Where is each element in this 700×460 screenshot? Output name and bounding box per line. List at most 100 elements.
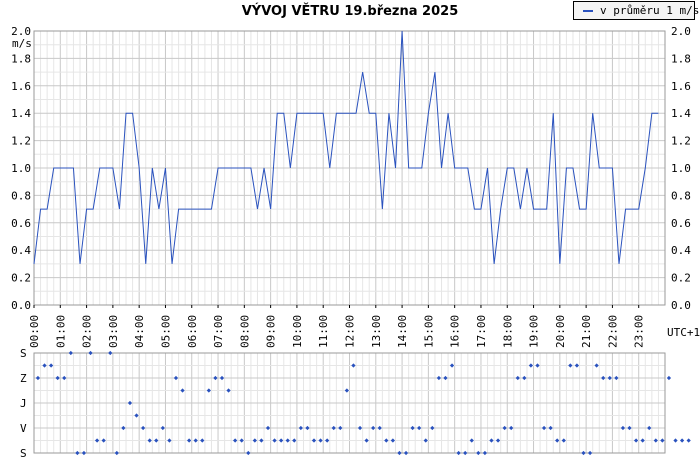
direction-point: [476, 450, 481, 456]
direction-point: [259, 438, 264, 443]
direction-point: [515, 375, 520, 381]
y-tick-label-right: 0.4: [671, 244, 691, 257]
speed-y-tick-labels: 0.0 0.2 0.4 0.6 0.8 1.0 1.2 1.4 1.6 1.8 2.0: [11, 25, 31, 312]
direction-point: [121, 425, 126, 431]
y-tick-label-right: 1.6: [671, 80, 691, 93]
direction-point: [535, 363, 540, 368]
direction-point: [252, 438, 257, 443]
direction-point: [147, 438, 152, 443]
direction-point: [469, 438, 474, 443]
direction-point: [81, 450, 87, 456]
y-tick-label-right: 0.0: [671, 299, 691, 312]
direction-point: [502, 425, 507, 431]
direction-point: [561, 438, 566, 443]
direction-point: [390, 438, 396, 443]
direction-point: [443, 375, 448, 381]
x-tick-label: 14:00: [396, 315, 409, 348]
direction-tick-label: S: [20, 447, 27, 460]
direction-point: [489, 438, 494, 443]
direction-point: [68, 350, 73, 356]
direction-point: [653, 438, 658, 443]
direction-point: [127, 400, 133, 406]
direction-tick-label: S: [20, 347, 27, 360]
direction-point: [114, 450, 119, 456]
x-tick-label: 23:00: [633, 315, 646, 348]
direction-point: [265, 425, 271, 431]
direction-point: [541, 425, 547, 431]
direction-point: [213, 375, 218, 381]
direction-point: [311, 438, 317, 443]
x-tick-label: 19:00: [528, 315, 541, 348]
x-tick-label: 13:00: [370, 315, 383, 348]
direction-point: [673, 438, 678, 443]
direction-point: [686, 438, 691, 443]
direction-point: [574, 363, 580, 368]
direction-point: [449, 363, 455, 368]
direction-point: [206, 388, 211, 393]
x-tick-label: 04:00: [133, 315, 146, 348]
direction-point: [647, 425, 652, 431]
x-tick-label: 02:00: [81, 315, 94, 348]
y-tick-label: 1.0: [11, 162, 31, 175]
direction-point: [627, 425, 632, 431]
y-tick-label-right: 1.4: [671, 107, 691, 120]
direction-point: [456, 450, 461, 456]
direction-point: [55, 375, 60, 381]
direction-tick-label: Z: [20, 372, 27, 385]
x-tick-label: 10:00: [291, 315, 304, 348]
speed-y-tick-labels-right: 0.0 0.2 0.4 0.6 0.8 1.0 1.2 1.4 1.6 1.8 2.0: [671, 25, 691, 312]
x-tick-label: 06:00: [186, 315, 199, 348]
x-tick-label: 16:00: [449, 315, 462, 348]
direction-point: [614, 375, 619, 381]
direction-point: [423, 438, 428, 443]
direction-point: [331, 425, 336, 431]
x-tick-label: 18:00: [501, 315, 514, 348]
direction-point: [75, 450, 80, 456]
y-tick-label-right: 1.0: [671, 162, 691, 175]
direction-point: [167, 438, 172, 443]
y-tick-label: 1.2: [11, 135, 31, 148]
direction-point: [403, 450, 409, 456]
direction-point: [660, 438, 665, 443]
direction-point: [233, 438, 238, 443]
direction-point: [594, 363, 599, 368]
direction-point: [160, 425, 165, 431]
direction-point: [108, 350, 113, 356]
speed-series-line: [33, 30, 659, 264]
direction-point: [522, 375, 527, 381]
direction-point: [377, 425, 382, 431]
direction-tick-label: J: [20, 397, 27, 410]
direction-point: [285, 438, 290, 443]
y-tick-label: 0.8: [11, 189, 31, 202]
direction-point: [555, 438, 560, 443]
x-tick-label: 22:00: [606, 315, 619, 348]
x-tick-label: 00:00: [28, 315, 41, 348]
direction-point: [587, 450, 593, 456]
direction-point: [134, 413, 139, 418]
direction-point: [226, 388, 231, 393]
direction-point: [338, 425, 343, 431]
x-tick-label: 07:00: [212, 315, 225, 348]
direction-point: [430, 425, 435, 431]
direction-point: [325, 438, 330, 443]
x-tick-label: 01:00: [54, 315, 67, 348]
direction-point: [679, 438, 685, 443]
direction-point: [246, 450, 251, 456]
direction-point: [42, 363, 47, 368]
direction-point: [305, 425, 310, 431]
direction-point: [48, 363, 54, 368]
x-tick-label: 05:00: [159, 315, 172, 348]
direction-point: [620, 425, 626, 431]
direction-point: [298, 425, 303, 431]
chart-legend: v průměru 1 m/s: [573, 1, 699, 20]
direction-point: [292, 438, 297, 443]
direction-point: [482, 450, 488, 456]
direction-point: [200, 438, 205, 443]
x-tick-label: 09:00: [265, 315, 278, 348]
direction-point: [417, 425, 422, 431]
y-tick-label-right: 0.2: [671, 272, 691, 285]
speed-grid: [34, 31, 665, 305]
x-tick-label: 15:00: [422, 315, 435, 348]
direction-point: [318, 438, 323, 443]
